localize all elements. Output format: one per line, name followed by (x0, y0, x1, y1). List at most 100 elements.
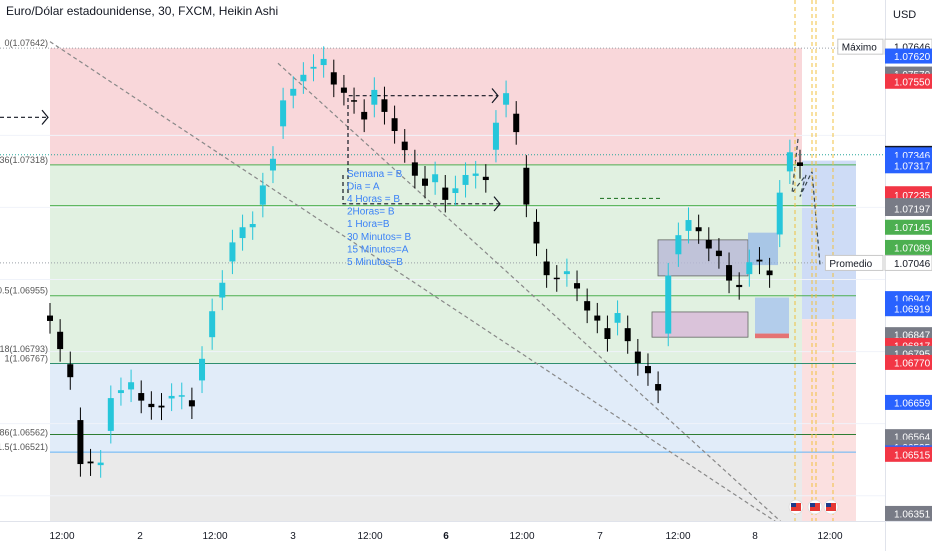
candle-body (472, 173, 479, 176)
candle-body (634, 351, 641, 364)
candle-body (776, 192, 783, 235)
candle-body (97, 462, 104, 466)
candle-body (462, 174, 469, 185)
candle-body (67, 364, 74, 378)
candle-body (675, 235, 682, 255)
candle-body (229, 242, 236, 262)
candle-body (340, 87, 347, 93)
candle-body (320, 58, 327, 66)
candle-body (188, 400, 195, 407)
fib-zone (50, 48, 802, 165)
bias-note: 15 Minutos=A (347, 244, 409, 255)
bias-note: 2Horas= B (347, 207, 395, 218)
candle-body (158, 405, 165, 408)
price-scale[interactable] (885, 0, 932, 521)
fib-zones (50, 48, 856, 542)
candle-body (178, 395, 185, 397)
candle-body (685, 220, 692, 231)
fib-level-labels: 0(1.07642) 236(1.07318) 0.5(1.06955) 618(1.… (0, 38, 48, 541)
bias-note: Semana = B (347, 169, 403, 180)
candle-body (604, 328, 611, 339)
candle-body (239, 227, 246, 239)
projection-path (791, 138, 821, 266)
bias-note: 5 Minutos=B (347, 257, 403, 268)
candle-body (624, 328, 631, 342)
candle-body (391, 118, 398, 132)
candle-body (117, 390, 124, 394)
fib-zone (50, 363, 802, 453)
candle-body (219, 282, 226, 298)
candle-body (168, 395, 175, 399)
candle-body (401, 141, 408, 151)
candle-body (422, 178, 428, 186)
candle-body (361, 111, 368, 120)
fib-label: 236(1.07318) (0, 155, 48, 165)
candle-body (584, 301, 591, 311)
candle-body (128, 382, 135, 390)
candle-body (280, 100, 287, 127)
fib-label: 1(1.06767) (4, 353, 48, 363)
candle-body (503, 93, 510, 105)
candle-body (726, 265, 733, 281)
candle-body (330, 72, 337, 85)
candle-body (300, 74, 307, 82)
fib-label: 786(1.06562) (0, 427, 48, 437)
candle-body (452, 188, 459, 194)
trendline (49, 41, 803, 540)
candle-body (563, 271, 570, 275)
bracket-bottom (342, 174, 500, 205)
candle-body (766, 270, 773, 276)
scale-corner[interactable] (885, 521, 932, 551)
candle-body (57, 331, 64, 350)
candle-body (553, 277, 560, 280)
projection-box-blue (802, 160, 856, 320)
order-block-red (755, 333, 789, 339)
candle-body (695, 227, 702, 232)
candle-body (523, 167, 530, 205)
trendline (277, 62, 801, 540)
fib-label: 1.5(1.06521) (0, 442, 48, 452)
candle-body (543, 261, 550, 276)
order-block (657, 239, 749, 277)
grid (0, 134, 885, 497)
candle-body (310, 66, 317, 69)
candle-body (442, 187, 449, 200)
fib-label: 618(1.06793) (0, 344, 48, 354)
candle-body (594, 315, 601, 321)
candles (47, 46, 803, 478)
candle-body (351, 100, 358, 102)
arrow-head (41, 109, 49, 125)
candle-body (705, 239, 712, 249)
candle-body (87, 461, 94, 464)
candle-body (736, 284, 743, 288)
candle-body (482, 176, 489, 181)
candle-body (148, 403, 155, 408)
candle-body (786, 152, 793, 172)
candle-body (797, 162, 803, 166)
candle-body (290, 88, 297, 96)
candle-body (432, 174, 439, 183)
candle-body (574, 283, 581, 289)
candle-body (655, 384, 662, 391)
bracket-top (347, 95, 498, 194)
candle-body (209, 311, 216, 338)
fib-label: 0.5(1.06955) (0, 286, 48, 296)
arrow-head (493, 196, 501, 212)
candle-body (715, 250, 722, 257)
candle-body (746, 262, 753, 275)
order-block (755, 297, 789, 334)
candle-body (47, 315, 53, 321)
candle-body (533, 221, 540, 244)
candle-body (249, 224, 256, 228)
bias-note: Dia = A (347, 181, 380, 192)
candle-body (644, 366, 651, 374)
candle-body (756, 259, 763, 262)
bias-note: 30 Minutos= B (347, 232, 412, 243)
candle-body (77, 420, 84, 465)
candle-body (259, 185, 266, 205)
candle-body (381, 99, 388, 112)
time-axis[interactable] (0, 521, 885, 551)
fib-label: 0(1.07642) (4, 38, 48, 48)
